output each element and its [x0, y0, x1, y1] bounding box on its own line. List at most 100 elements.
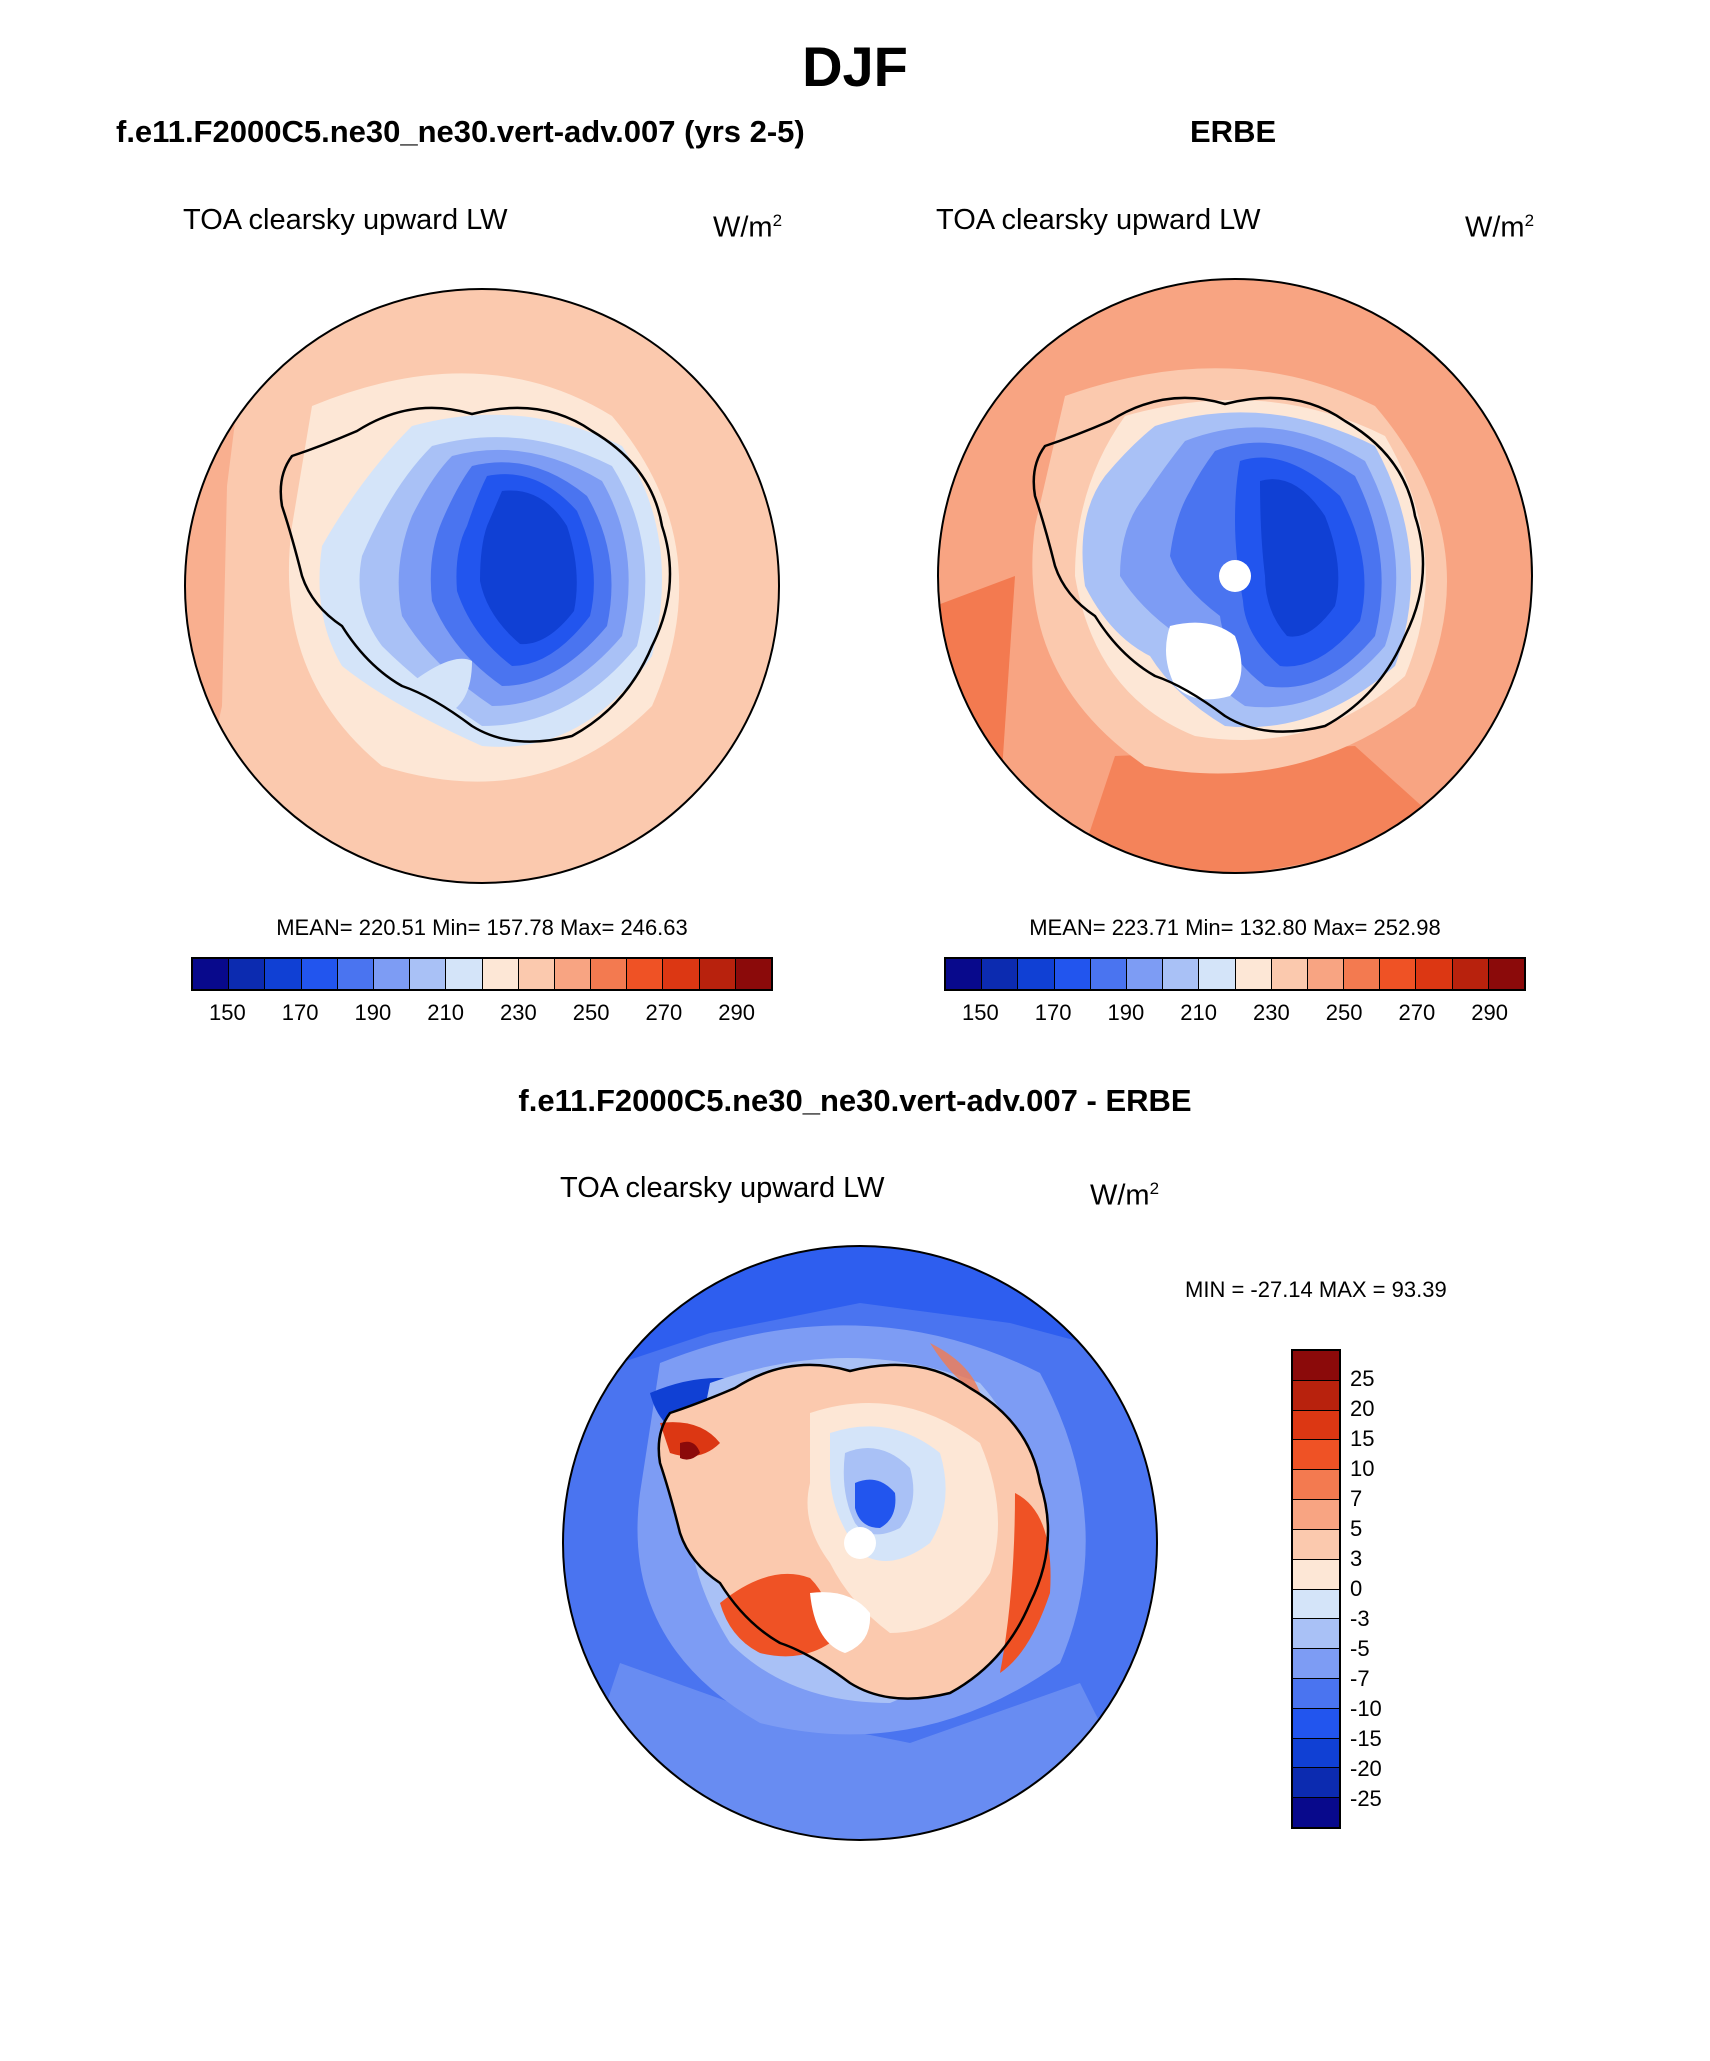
colorbar-cell	[482, 959, 519, 989]
colorbar-cell	[554, 959, 592, 989]
colorbar-cell	[446, 959, 483, 989]
colorbar-cell	[1416, 959, 1453, 989]
model-case-title: f.e11.F2000C5.ne30_ne30.vert-adv.007 (yr…	[116, 114, 805, 149]
colorbar-tick-label: 5	[1350, 1516, 1363, 1541]
colorbar-tick-label: -20	[1350, 1756, 1382, 1781]
colorbar-cell	[591, 959, 628, 989]
obs-case-title: ERBE	[1190, 114, 1277, 149]
obs-colorbar	[944, 957, 1526, 991]
diff-title: f.e11.F2000C5.ne30_ne30.vert-adv.007 - E…	[518, 1083, 1192, 1118]
colorbar-cell	[518, 959, 555, 989]
colorbar-tick-label: 20	[1350, 1396, 1375, 1421]
obs-polar-map	[937, 278, 1533, 874]
colorbar-cell	[627, 959, 664, 989]
colorbar-tick-label: 170	[281, 1000, 319, 1025]
colorbar-tick-label: 250	[572, 1000, 610, 1025]
colorbar-tick-label: 150	[209, 1000, 246, 1025]
colorbar-cell	[1293, 1559, 1339, 1590]
colorbar-cell	[1307, 959, 1345, 989]
diff-colorbar	[1291, 1349, 1341, 1829]
colorbar-cell	[1293, 1380, 1339, 1411]
colorbar-tick-label: -5	[1350, 1636, 1370, 1661]
colorbar-cell	[1293, 1708, 1339, 1739]
colorbar-tick-label: 270	[1398, 1000, 1436, 1025]
colorbar-cell	[265, 959, 302, 989]
colorbar-cell	[1235, 959, 1272, 989]
model-colorbar	[191, 957, 773, 991]
colorbar-tick-label: 15	[1350, 1426, 1375, 1451]
colorbar-tick-label: 230	[1253, 1000, 1290, 1025]
colorbar-cell	[1163, 959, 1200, 989]
colorbar-tick-label: 190	[354, 1000, 392, 1025]
colorbar-cell	[373, 959, 411, 989]
obs-stats: MEAN= 223.71 Min= 132.80 Max= 252.98	[1029, 915, 1441, 940]
colorbar-tick-label: 3	[1350, 1546, 1363, 1571]
diff-stats: MIN = -27.14 MAX = 93.39	[1185, 1277, 1447, 1302]
colorbar-tick-label: 10	[1350, 1456, 1375, 1481]
colorbar-tick-label: 210	[427, 1000, 464, 1025]
colorbar-cell	[1054, 959, 1091, 989]
diff-colorbar-labels: 25 20 15 10 7 5 3 0 -3 -5 -7 -10 -15 -20 -25	[1350, 1349, 1410, 1829]
colorbar-cell	[1452, 959, 1489, 989]
colorbar-cell	[1018, 959, 1055, 989]
colorbar-tick-label: 250	[1325, 1000, 1363, 1025]
colorbar-cell	[1293, 1649, 1339, 1679]
colorbar-cell	[1293, 1500, 1339, 1530]
colorbar-cell	[229, 959, 266, 989]
colorbar-tick-label: 290	[718, 1000, 755, 1025]
colorbar-cell	[946, 959, 983, 989]
diff-polar-map	[562, 1245, 1158, 1841]
colorbar-cell	[1293, 1470, 1339, 1501]
colorbar-cell	[699, 959, 736, 989]
colorbar-cell	[1488, 959, 1524, 989]
colorbar-cell	[410, 959, 447, 989]
colorbar-tick-label: -7	[1350, 1666, 1370, 1691]
obs-variable-title: TOA clearsky upward LW	[936, 204, 1261, 236]
colorbar-tick-label: -10	[1350, 1696, 1382, 1721]
colorbar-cell	[1199, 959, 1236, 989]
model-stats: MEAN= 220.51 Min= 157.78 Max= 246.63	[276, 915, 688, 940]
colorbar-cell	[1293, 1738, 1339, 1769]
page-title: DJF	[802, 35, 908, 98]
colorbar-cell	[1344, 959, 1381, 989]
colorbar-cell	[1293, 1589, 1339, 1620]
model-variable-title: TOA clearsky upward LW	[183, 204, 508, 236]
model-colorbar-labels: 150 170 190 210 230 250 270 290	[191, 1000, 773, 1030]
colorbar-cell	[1293, 1768, 1339, 1799]
colorbar-cell	[1293, 1351, 1339, 1381]
model-polar-map	[184, 288, 780, 884]
colorbar-tick-label: 25	[1350, 1366, 1375, 1391]
colorbar-cell	[663, 959, 700, 989]
colorbar-tick-label: -3	[1350, 1606, 1370, 1631]
obs-colorbar-labels: 150 170 190 210 230 250 270 290	[944, 1000, 1526, 1030]
colorbar-cell	[1090, 959, 1127, 989]
colorbar-cell	[982, 959, 1019, 989]
colorbar-cell	[1126, 959, 1164, 989]
model-units: W/m2	[713, 211, 783, 244]
colorbar-cell	[1293, 1678, 1339, 1709]
colorbar-cell	[1293, 1529, 1339, 1560]
colorbar-tick-label: 290	[1471, 1000, 1508, 1025]
colorbar-tick-label: 210	[1180, 1000, 1217, 1025]
colorbar-tick-label: 0	[1350, 1576, 1363, 1601]
colorbar-cell	[193, 959, 230, 989]
colorbar-tick-label: 150	[962, 1000, 999, 1025]
colorbar-tick-label: -15	[1350, 1726, 1382, 1751]
colorbar-tick-label: 230	[500, 1000, 537, 1025]
colorbar-cell	[301, 959, 338, 989]
obs-units: W/m2	[1465, 211, 1535, 244]
diff-variable-title: TOA clearsky upward LW	[560, 1172, 885, 1204]
colorbar-cell	[735, 959, 771, 989]
colorbar-cell	[1293, 1798, 1339, 1827]
colorbar-tick-label: 270	[645, 1000, 683, 1025]
colorbar-tick-label: 170	[1034, 1000, 1072, 1025]
colorbar-cell	[1293, 1410, 1339, 1441]
colorbar-tick-label: 7	[1350, 1486, 1363, 1511]
diff-units: W/m2	[1090, 1179, 1160, 1212]
colorbar-tick-label: -25	[1350, 1786, 1382, 1811]
colorbar-cell	[1293, 1619, 1339, 1650]
colorbar-cell	[337, 959, 374, 989]
colorbar-cell	[1271, 959, 1308, 989]
colorbar-cell	[1293, 1440, 1339, 1471]
colorbar-tick-label: 190	[1107, 1000, 1145, 1025]
